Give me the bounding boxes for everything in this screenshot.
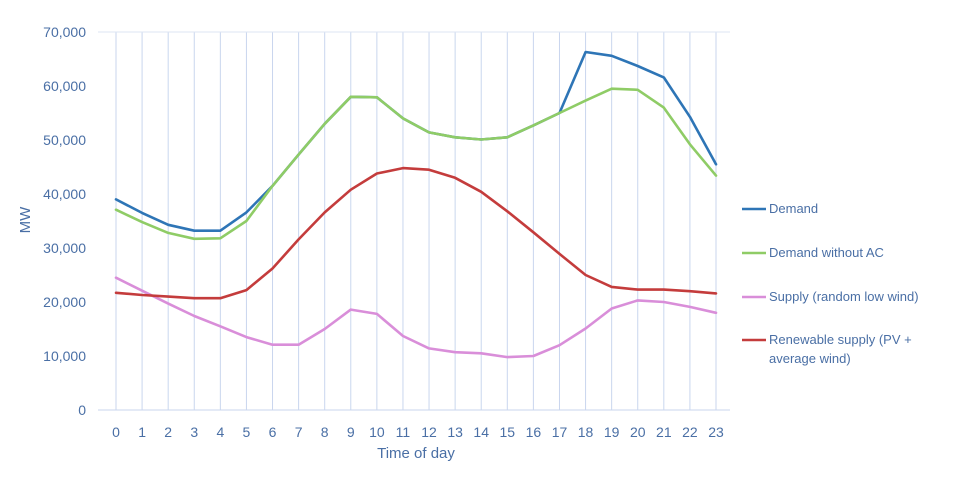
series-lines (114, 50, 718, 359)
x-tick-label: 4 (216, 424, 224, 440)
series-line-demand-without-ac (114, 87, 718, 241)
x-tick-label: 9 (347, 424, 355, 440)
series-line-demand (114, 50, 718, 232)
legend-label-renewable-supply-pv-average-wind: Renewable supply (PV + average wind) (769, 332, 912, 366)
x-tick-label: 14 (473, 424, 489, 440)
y-tick-label: 0 (78, 402, 86, 418)
x-tick-label: 8 (321, 424, 329, 440)
y-tick-label: 20,000 (43, 294, 86, 310)
x-axis-title: Time of day (377, 445, 455, 462)
x-tick-label: 11 (396, 424, 411, 440)
y-tick-label: 70,000 (43, 24, 86, 40)
series-line-renewable-supply-pv-average-wind (114, 166, 718, 300)
legend-label-supply-random-low-wind: Supply (random low wind) (769, 289, 919, 304)
x-tick-label: 6 (269, 424, 277, 440)
y-tick-label: 50,000 (43, 132, 86, 148)
y-tick-label: 40,000 (43, 186, 86, 202)
grid-lines (98, 31, 730, 411)
x-tick-label: 19 (604, 424, 620, 440)
x-tick-label: 21 (656, 424, 672, 440)
y-tick-label: 30,000 (43, 240, 86, 256)
legend-label-demand-without-ac: Demand without AC (769, 245, 884, 260)
x-tick-label: 12 (421, 424, 437, 440)
x-tick-label: 22 (682, 424, 698, 440)
y-tick-label: 10,000 (43, 348, 86, 364)
x-tick-label: 23 (708, 424, 724, 440)
x-tick-label: 17 (552, 424, 568, 440)
x-tick-label: 3 (190, 424, 198, 440)
y-axis-ticks: 0 10,000 20,000 30,000 40,000 50,000 60,000 70,… (43, 24, 86, 418)
x-tick-label: 13 (447, 424, 463, 440)
x-tick-label: 18 (578, 424, 594, 440)
x-tick-label: 15 (500, 424, 516, 440)
x-tick-label: 2 (164, 424, 172, 440)
legend-label-demand: Demand (769, 201, 818, 216)
series-line-supply-random-low-wind (114, 276, 718, 359)
y-axis-title: MW (17, 206, 34, 233)
x-tick-label: 0 (112, 424, 120, 440)
x-tick-label: 10 (369, 424, 385, 440)
x-axis-ticks: 0 1 2 3 4 5 6 7 8 9 10 11 12 13 14 15 16 17 18 19 20 21 22 23 (112, 424, 724, 440)
y-tick-label: 60,000 (43, 78, 86, 94)
x-tick-label: 1 (138, 424, 146, 440)
x-tick-label: 7 (295, 424, 303, 440)
x-tick-label: 20 (630, 424, 646, 440)
legend: Demand Demand without AC Supply (random lo… (742, 201, 919, 366)
x-tick-label: 5 (243, 424, 251, 440)
x-tick-label: 16 (526, 424, 542, 440)
